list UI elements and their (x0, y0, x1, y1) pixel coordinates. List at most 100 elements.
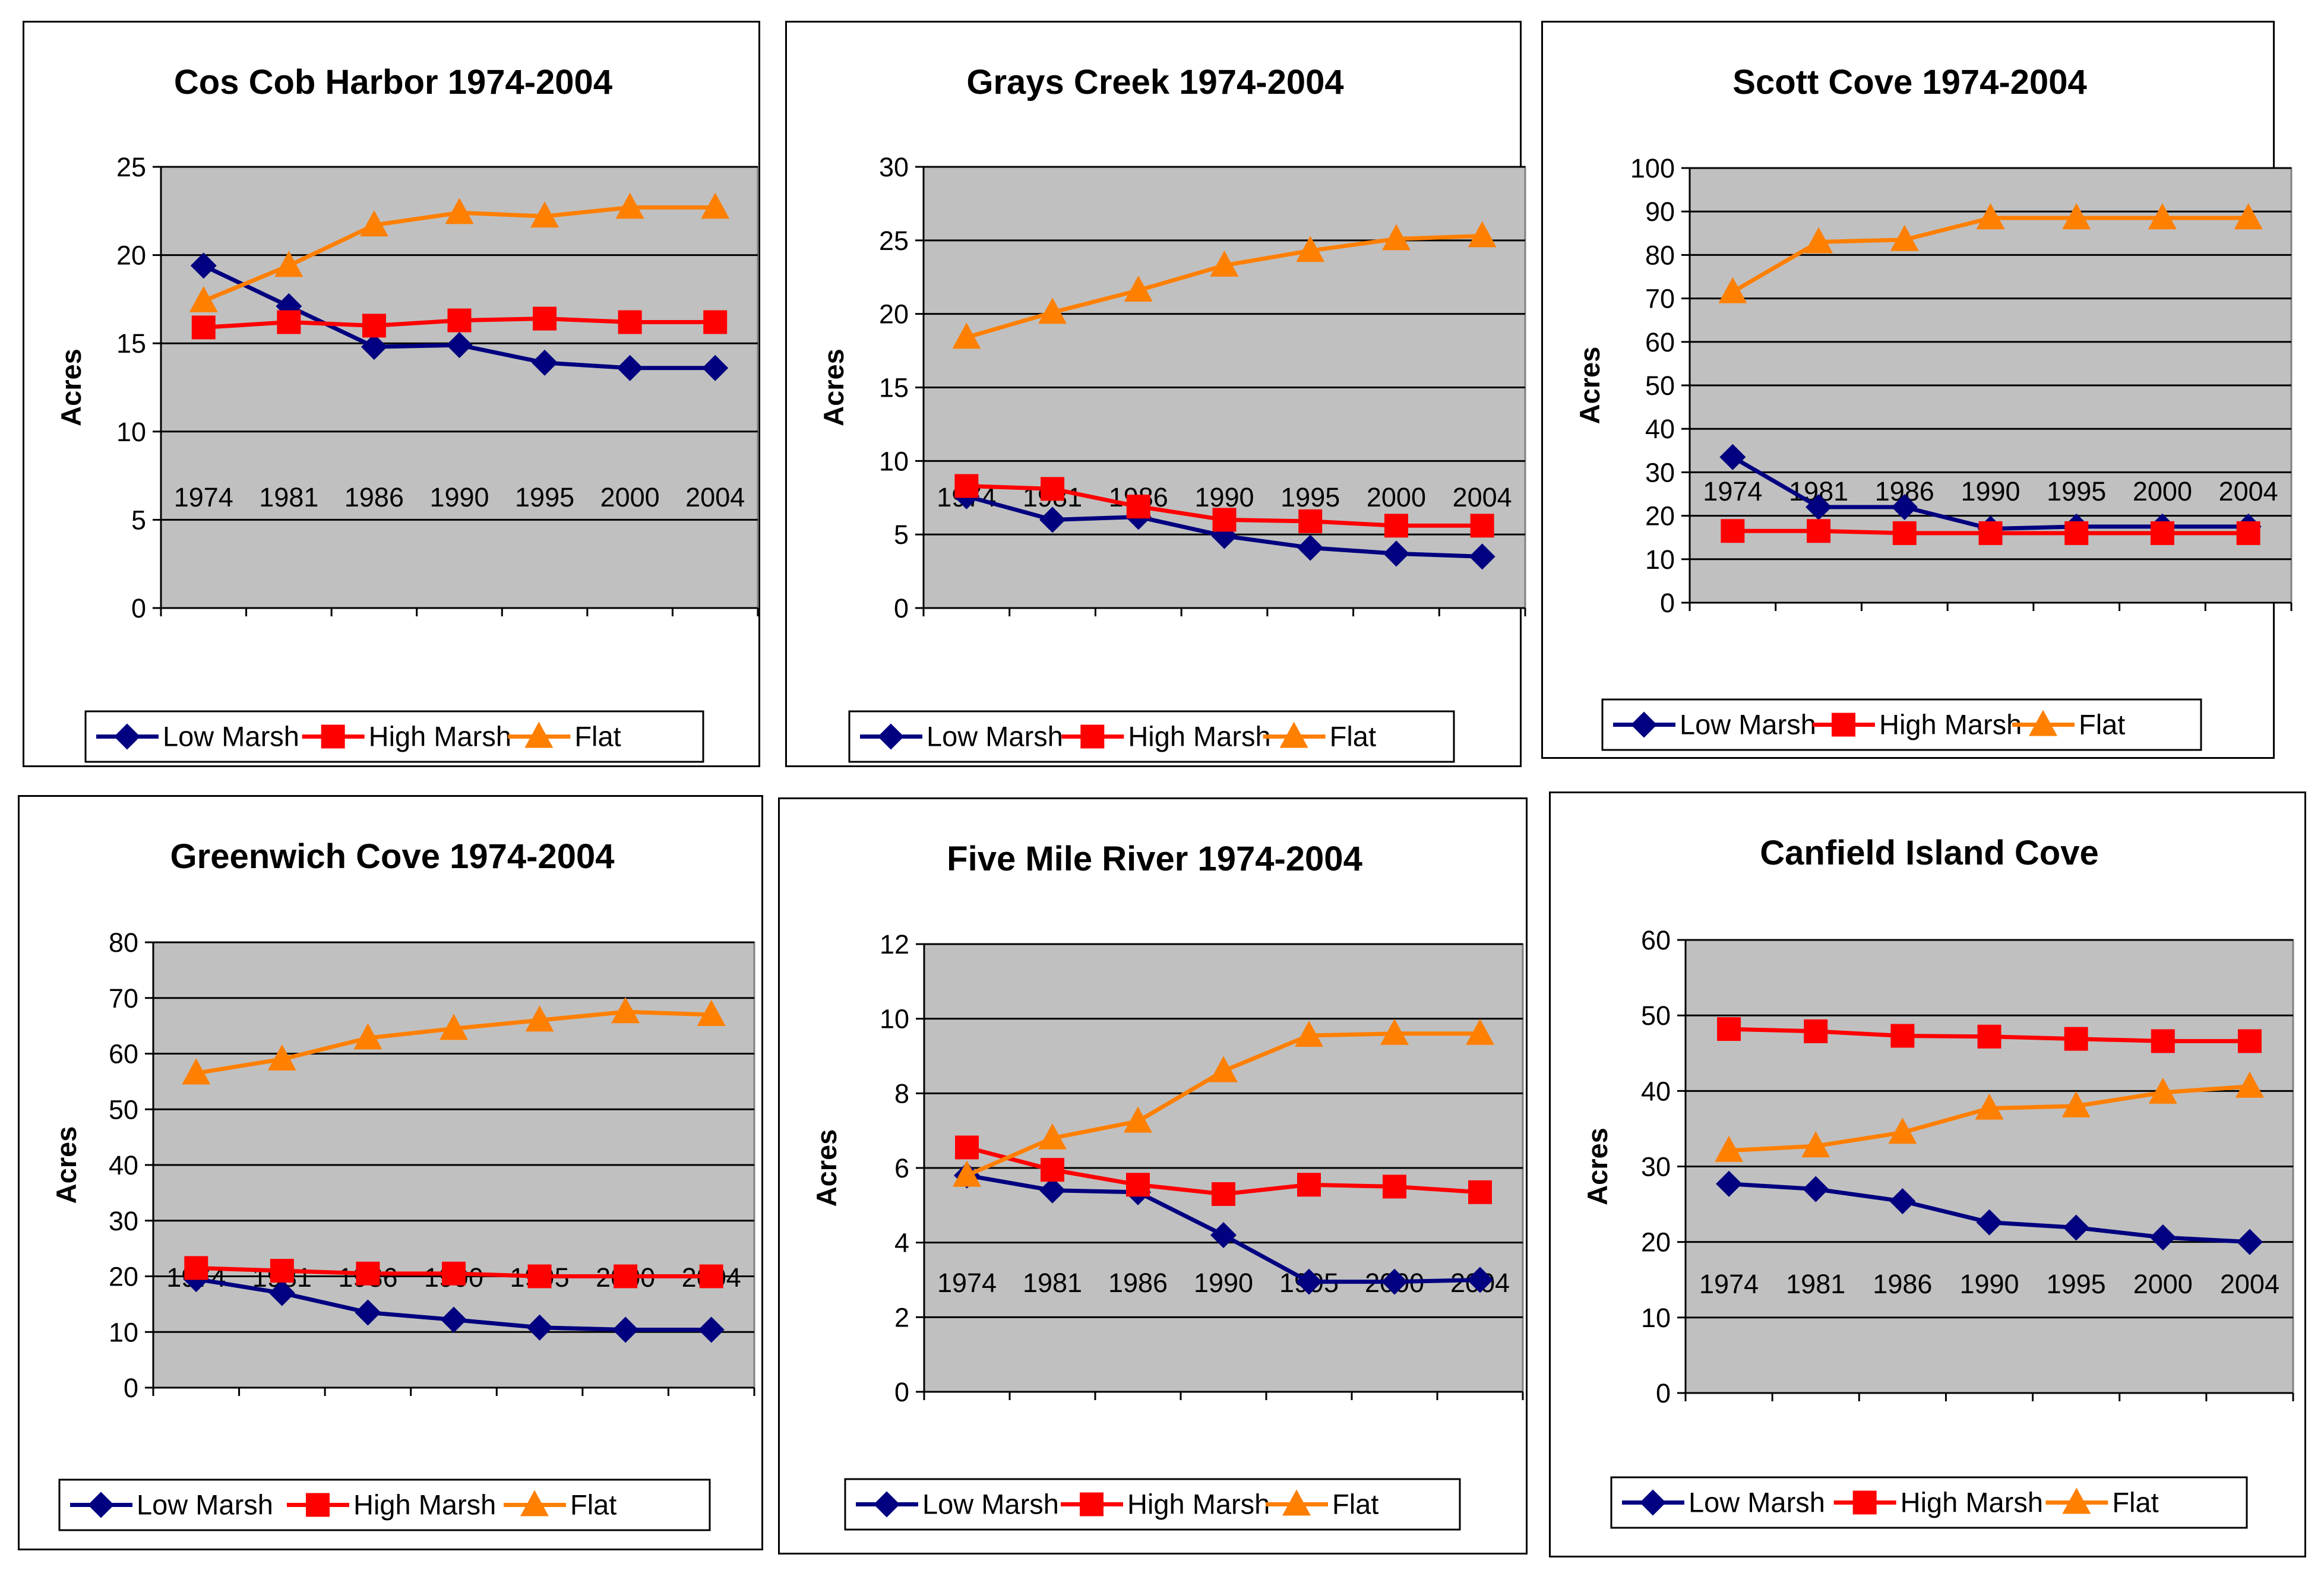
chart-panel-grays-creek: Grays Creek 1974-20040510152025301974198… (785, 21, 1526, 767)
data-point (615, 192, 644, 219)
data-point (1209, 1056, 1238, 1082)
y-tick-label: 60 (1641, 925, 1671, 955)
legend-swatch-marker (114, 723, 140, 750)
series-flat (1715, 1071, 2264, 1162)
chart-title: Greenwich Cove 1974-2004 (170, 837, 615, 876)
y-tick-label: 6 (894, 1153, 909, 1183)
y-tick-label: 0 (894, 1377, 909, 1407)
x-tick-label: 1990 (1961, 476, 2020, 506)
x-tick-label: 2004 (685, 482, 745, 512)
x-tick-label: 1986 (344, 482, 404, 512)
data-point (1298, 509, 1323, 533)
data-point (1468, 221, 1497, 248)
y-tick-label: 20 (879, 299, 909, 330)
series-high-marsh (191, 306, 728, 340)
data-point (270, 1259, 294, 1283)
data-point (268, 1280, 295, 1306)
y-tick-label: 80 (1645, 240, 1675, 270)
y-tick-label: 10 (116, 417, 146, 447)
legend-swatch-marker (88, 1492, 114, 1518)
data-point (2236, 1229, 2263, 1255)
data-point (1041, 1158, 1064, 1182)
legend-swatch-marker (1631, 711, 1657, 738)
y-tick-label: 20 (1641, 1227, 1671, 1258)
data-point (1975, 1093, 2004, 1120)
data-point (2151, 1029, 2175, 1053)
legend-box (84, 710, 704, 763)
series-high-marsh (1721, 519, 2260, 545)
chart-title: Scott Cove 1974-2004 (1732, 63, 2086, 102)
data-point (1295, 1020, 1323, 1047)
data-point (1977, 1024, 2002, 1049)
chart-title: Canfield Island Cove (1760, 834, 2098, 872)
legend-swatch-marker (2062, 1487, 2091, 1514)
y-axis-label: Acres (55, 349, 87, 426)
data-point (190, 252, 217, 279)
data-point (955, 1135, 979, 1160)
data-point (1890, 224, 1919, 251)
y-tick-label: 0 (124, 1373, 138, 1403)
data-point (697, 999, 726, 1026)
legend-swatch-marker (321, 724, 345, 749)
data-point (361, 334, 387, 360)
data-point (1212, 508, 1237, 532)
legend: Low Marsh High Marsh Flat (844, 1478, 1461, 1531)
data-point (356, 1261, 380, 1286)
legend-label: Flat (574, 721, 621, 752)
legend-label: Low Marsh (163, 721, 299, 752)
x-tick-label: 1995 (1280, 482, 1340, 512)
x-tick-label: 1974 (174, 482, 233, 512)
data-point (1892, 521, 1917, 545)
y-axis-label: Acres (818, 349, 849, 426)
y-tick-label: 12 (880, 929, 909, 960)
data-point (189, 286, 218, 312)
series-flat (1718, 203, 2263, 303)
chart-title: Five Mile River 1974-2004 (947, 840, 1362, 878)
data-point (699, 1264, 723, 1288)
data-point (1806, 493, 1832, 520)
data-point (1210, 1222, 1237, 1249)
y-axis-label: Acres (811, 1129, 842, 1207)
data-point (2148, 203, 2177, 230)
data-point (1210, 250, 1239, 277)
x-tick-label: 1981 (259, 482, 318, 512)
data-point (277, 310, 301, 334)
data-point (1721, 519, 1745, 543)
data-point (618, 310, 642, 334)
data-point (1888, 1117, 1917, 1144)
data-point (1039, 1177, 1065, 1204)
y-tick-label: 40 (1641, 1076, 1671, 1106)
legend: Low Marsh High Marsh Flat (1610, 1476, 2248, 1529)
data-point (698, 1316, 725, 1343)
legend-swatch-marker (2029, 710, 2057, 736)
legend-label: Flat (1332, 1489, 1378, 1520)
legend-label: High Marsh (1879, 709, 2022, 740)
chart-title: Grays Creek 1974-2004 (966, 63, 1343, 102)
legend-box (1601, 698, 2202, 751)
x-tick-label: 1990 (429, 482, 489, 512)
data-point (362, 314, 386, 338)
chart-panel-greenwich-cove: Greenwich Cove 1974-2004 0 10 20 30 40 50 60 70 8… (18, 795, 763, 1550)
data-point (1889, 1188, 1916, 1214)
legend-swatch-marker (524, 721, 554, 748)
y-tick-label: 25 (879, 226, 909, 256)
y-tick-label: 2 (894, 1302, 909, 1332)
y-tick-label: 50 (109, 1094, 138, 1125)
data-point (1038, 297, 1067, 324)
chart-svg: Grays Creek 1974-20040510152025301974198… (818, 63, 1526, 763)
data-point (1466, 1018, 1494, 1045)
x-tick-label: 2000 (2133, 1269, 2193, 1299)
series-flat (189, 192, 730, 312)
data-point (1124, 276, 1153, 302)
series-high-marsh (184, 1256, 723, 1288)
data-point (441, 1306, 467, 1333)
chart-svg: Canfield Island Cove 0 10 20 30 40 50 60 1974 198… (1582, 834, 2294, 1529)
data-point (446, 332, 473, 359)
data-point (1380, 1018, 1409, 1045)
data-point (1383, 540, 1409, 567)
chart-svg: Greenwich Cove 1974-2004 0 10 20 30 40 50 60 70 8… (50, 837, 755, 1531)
legend-label: Low Marsh (922, 1489, 1059, 1520)
chart-svg: Five Mile River 1974-2004 0 2 4 6 8 10 12 1974 19… (811, 840, 1524, 1531)
y-tick-label: 30 (879, 152, 909, 182)
data-point (2064, 1027, 2088, 1051)
